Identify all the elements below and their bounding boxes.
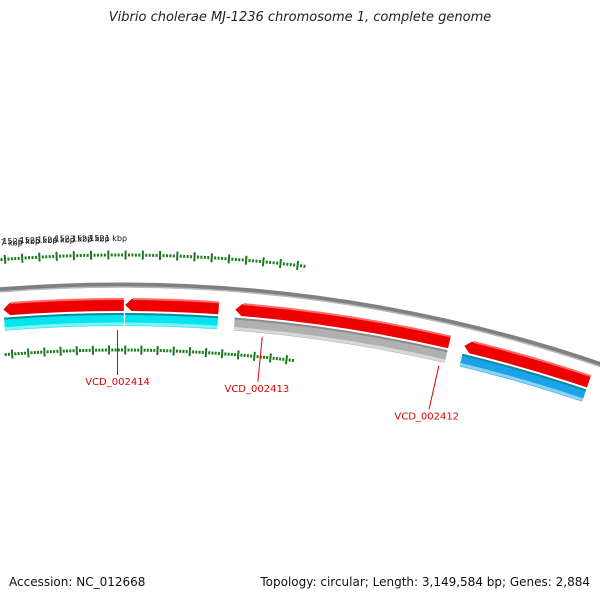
major-tick: [204, 348, 208, 358]
kbp-label: 1525 kbp: [20, 236, 58, 245]
feature-cyan-2: [125, 314, 219, 330]
major-tick: [227, 254, 231, 264]
gene-label: VCD_002412: [394, 411, 459, 422]
kbp-label: 1527 kbp: [0, 238, 23, 247]
major-tick: [261, 257, 265, 267]
major-tick: [20, 253, 24, 263]
major-tick: [236, 350, 240, 360]
features: [3, 298, 592, 402]
page-title: Vibrio cholerae MJ-1236 chromosome 1, co…: [108, 10, 492, 25]
major-tick: [3, 254, 7, 264]
kbp-label: 1526 kbp: [2, 237, 40, 246]
feature-red-2: [125, 299, 220, 315]
feature-red-1: [3, 299, 124, 316]
kbp-label: 1522 kbp: [72, 234, 110, 243]
major-tick: [210, 253, 214, 263]
backbone-arc: [0, 282, 600, 368]
kbp-label: 1523 kbp: [55, 235, 93, 244]
major-tick: [220, 349, 224, 359]
feature-cyan-1: [4, 314, 124, 331]
major-tick: [268, 353, 272, 363]
inner-ticks: [4, 345, 295, 365]
major-tick: [252, 351, 256, 361]
kbp-label: 1524 kbp: [37, 235, 75, 244]
gene-label: VCD_002413: [224, 384, 289, 395]
gene-leader-line: [257, 336, 263, 382]
gene-leader-line: [428, 365, 440, 410]
major-tick: [296, 260, 300, 270]
feature-red-4: [464, 341, 591, 388]
major-tick: [27, 348, 30, 358]
major-tick: [10, 349, 14, 359]
feature-gray-1: [233, 318, 448, 363]
genome-stats-text: Topology: circular; Length: 3,149,584 bp…: [260, 575, 590, 589]
major-tick: [284, 355, 289, 365]
gene-labels: VCD_002414 VCD_002413 VCD_002412: [85, 330, 459, 422]
outer-ticks: [0, 250, 306, 270]
gene-label: VCD_002414: [85, 377, 150, 388]
backbone: [0, 282, 600, 368]
kbp-label: 1521 kbp: [89, 234, 127, 243]
feature-blue-1: [459, 354, 586, 402]
major-tick: [244, 255, 248, 265]
major-tick: [278, 258, 282, 269]
feature-red-3: [235, 304, 451, 349]
accession-text: Accession: NC_012668: [9, 575, 146, 589]
